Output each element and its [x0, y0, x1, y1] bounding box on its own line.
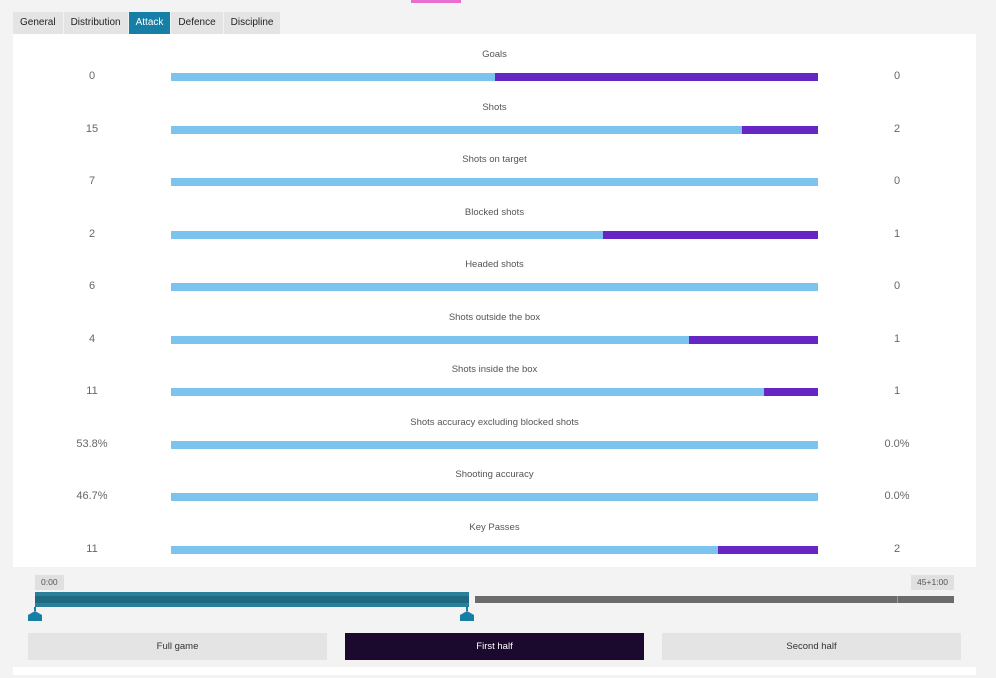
stat-bar-away-segment	[688, 335, 818, 344]
stat-comparison-bar	[171, 493, 818, 501]
handle-marker-icon	[460, 611, 474, 621]
stat-label: Goals	[482, 49, 507, 60]
stat-bar-away-segment	[741, 125, 818, 134]
stats-tab-bar: General Distribution Attack Defence Disc…	[13, 12, 282, 34]
stat-home-value: 4	[88, 332, 96, 345]
stat-home-value: 11	[86, 542, 98, 555]
stat-label: Headed shots	[465, 259, 524, 270]
stat-label: Shots	[482, 101, 507, 113]
stat-comparison-bar	[171, 178, 818, 186]
stat-away-value: 0	[893, 175, 901, 187]
stat-row: Key Passes 11 2	[13, 512, 976, 564]
tab-general[interactable]: General	[13, 12, 64, 34]
stat-row: Headed shots 6 0	[13, 249, 976, 301]
stat-bar-home-segment	[171, 493, 818, 501]
stat-away-value: 0	[893, 280, 901, 292]
stat-bar-away-segment	[718, 545, 818, 554]
stat-label: Shots accuracy excluding blocked shots	[410, 416, 579, 428]
tab-discipline[interactable]: Discipline	[223, 12, 282, 34]
stat-bar-home-segment	[171, 388, 765, 396]
top-accent-line	[411, 0, 461, 3]
tab-attack[interactable]: Attack	[128, 12, 172, 34]
tab-defence[interactable]: Defence	[171, 12, 224, 34]
stat-label: Shots outside the box	[448, 311, 541, 323]
stat-away-value: 2	[893, 122, 901, 135]
footer-strip	[13, 667, 976, 675]
stat-bar-away-segment	[602, 230, 818, 239]
stat-row: Shots on target 7 0	[13, 144, 976, 196]
stat-row: Shots 15 2	[13, 92, 976, 144]
stat-bar-away-segment	[494, 73, 818, 81]
stat-away-value: 0.0%	[884, 490, 910, 502]
timeline-start-label: 0:00	[35, 575, 64, 590]
stat-comparison-bar	[171, 440, 818, 449]
stat-home-value: 11	[86, 385, 98, 397]
stat-home-value: 7	[88, 175, 96, 187]
tab-distribution[interactable]: Distribution	[63, 12, 129, 34]
stat-row: Shooting accuracy 46.7% 0.0%	[13, 459, 976, 511]
stat-bar-home-segment	[171, 440, 818, 449]
stat-bar-home-segment	[171, 73, 495, 81]
period-second-half-button[interactable]: Second half	[662, 633, 961, 660]
timeline-unselected-range[interactable]	[475, 596, 954, 603]
stat-row: Shots outside the box 4 1	[13, 302, 976, 354]
attack-stats-panel: Goals 0 0 Shots 15 2 Shots on target 7 0 Blocked …	[13, 34, 976, 567]
stat-away-value: 2	[893, 542, 901, 555]
stat-comparison-bar	[171, 283, 818, 291]
stat-home-value: 2	[88, 227, 96, 240]
stat-comparison-bar	[171, 335, 818, 344]
stat-label: Key Passes	[469, 521, 520, 533]
stat-away-value: 1	[893, 227, 901, 240]
stat-row: Blocked shots 2 1	[13, 197, 976, 249]
stat-home-value: 0	[88, 70, 96, 82]
stat-row: Goals 0 0	[13, 39, 976, 91]
stat-comparison-bar	[171, 125, 818, 134]
stat-bar-home-segment	[171, 335, 689, 344]
stat-label: Shots on target	[462, 154, 527, 165]
stat-bar-home-segment	[171, 125, 742, 134]
stat-home-value: 15	[85, 122, 99, 135]
stat-bar-home-segment	[171, 230, 603, 239]
stat-home-value: 53.8%	[76, 437, 108, 450]
stat-away-value: 1	[893, 332, 901, 345]
period-full-game-button[interactable]: Full game	[28, 633, 327, 660]
stat-row: Shots accuracy excluding blocked shots 53…	[13, 407, 976, 459]
handle-marker-icon	[28, 611, 42, 621]
stat-label: Shooting accuracy	[455, 469, 534, 480]
stat-row: Shots inside the box 11 1	[13, 354, 976, 406]
stat-away-value: 0	[893, 70, 901, 82]
stat-bar-away-segment	[764, 388, 818, 396]
stat-bar-home-segment	[171, 178, 818, 186]
stat-comparison-bar	[171, 73, 818, 81]
stat-bar-home-segment	[171, 283, 818, 291]
stat-comparison-bar	[171, 230, 818, 239]
stat-home-value: 46.7%	[76, 490, 108, 502]
timeline-selected-range[interactable]	[35, 592, 469, 607]
match-timeline: 0:00 45+1:00 Full game First half Second…	[13, 570, 976, 666]
stat-home-value: 6	[88, 280, 96, 292]
stat-label: Blocked shots	[464, 206, 525, 218]
stat-comparison-bar	[171, 388, 818, 396]
stat-comparison-bar	[171, 545, 818, 554]
stat-away-value: 0.0%	[884, 437, 910, 450]
stat-away-value: 1	[893, 385, 901, 397]
period-first-half-button[interactable]: First half	[345, 633, 644, 660]
stat-label: Shots inside the box	[451, 364, 538, 375]
timeline-end-label: 45+1:00	[911, 575, 954, 590]
stat-bar-home-segment	[171, 545, 719, 554]
